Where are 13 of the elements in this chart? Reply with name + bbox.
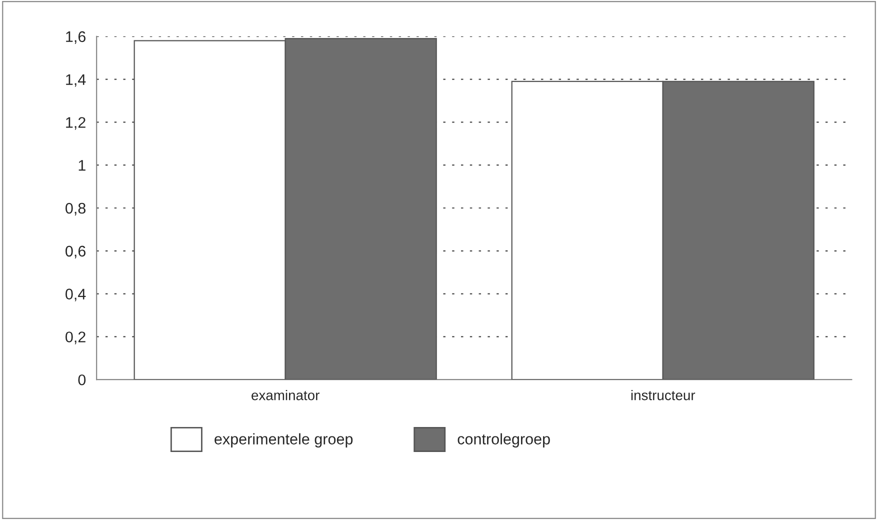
y-tick-label: 1 [78, 160, 86, 171]
x-tick-label: examinator [252, 390, 320, 400]
y-tick-label: 1,4 [66, 74, 86, 87]
legend-label: controlegroep [458, 433, 550, 448]
legend-label: experimentele groep [214, 433, 353, 448]
y-tick-label: 1,2 [66, 117, 86, 130]
x-tick-label: instructeur [631, 390, 696, 400]
y-tick-label: 0,2 [66, 332, 86, 344]
y-tick-label: 0,8 [66, 202, 86, 216]
y-tick-label: 1,6 [66, 31, 86, 44]
y-tick-label: 0,6 [66, 246, 86, 258]
y-tick-label: 0 [78, 374, 86, 386]
y-tick-label: 0,4 [66, 288, 86, 302]
